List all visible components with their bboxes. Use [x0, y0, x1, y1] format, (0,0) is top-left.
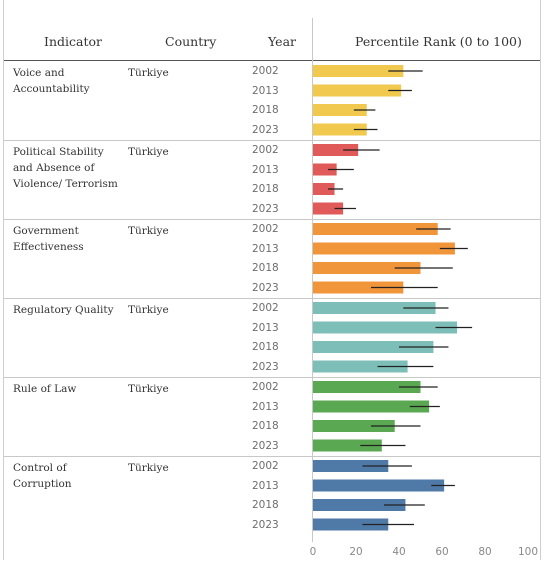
plot-axis-line	[312, 18, 313, 542]
bar-political-stability-and-absence-of-violence-terrorism-2013	[313, 163, 337, 176]
header-divider	[4, 60, 540, 61]
year-label: 2013	[252, 84, 279, 97]
bar-government-effectiveness-2002	[313, 223, 438, 235]
year-label: 2018	[252, 183, 279, 195]
year-label: 2013	[252, 163, 279, 176]
year-label: 2018	[252, 262, 279, 274]
year-label: 2013	[252, 321, 279, 334]
year-label: 2018	[252, 420, 279, 432]
bar-rule-of-law-2013	[313, 400, 430, 413]
year-label: 2002	[252, 302, 279, 314]
year-label: 2013	[252, 400, 279, 413]
bar-voice-and-accountability-2018	[313, 104, 367, 116]
bar-voice-and-accountability-2002	[313, 65, 404, 77]
x-tick-label: 100	[518, 546, 538, 558]
year-label: 2013	[252, 479, 279, 492]
indicator-label-control-of-corruption: Control of Corruption	[13, 462, 72, 490]
country-label: Türkiye	[128, 146, 169, 158]
year-label: 2018	[252, 499, 279, 511]
country-label: Türkiye	[128, 383, 169, 395]
x-tick-label: 60	[435, 546, 448, 558]
year-label: 2023	[252, 202, 279, 215]
indicator-label-voice-and-accountability: Voice and Accountability	[13, 67, 90, 95]
indicator-label-rule-of-law: Rule of Law	[13, 383, 77, 395]
indicator-label-political-stability-and-absence-of-violence-terrorism: Political Stability and Absence of Viole…	[13, 146, 118, 190]
bar-control-of-corruption-2023	[313, 518, 389, 531]
bar-regulatory-quality-2018	[313, 341, 434, 353]
year-label: 2018	[252, 104, 279, 116]
group-separator	[4, 377, 540, 378]
bar-government-effectiveness-2023	[313, 281, 404, 294]
year-label: 2002	[252, 65, 279, 77]
group-separator	[4, 456, 540, 457]
country-label: Türkiye	[128, 67, 169, 79]
country-label: Türkiye	[128, 462, 169, 474]
bar-government-effectiveness-2018	[313, 262, 421, 274]
country-label: Türkiye	[128, 304, 169, 316]
bar-control-of-corruption-2002	[313, 460, 389, 472]
year-label: 2013	[252, 242, 279, 255]
group-separator	[4, 219, 540, 220]
country-label: Türkiye	[128, 225, 169, 237]
year-label: 2023	[252, 439, 279, 452]
year-label: 2023	[252, 360, 279, 373]
group-separator	[4, 140, 540, 141]
table-border-left	[3, 0, 4, 560]
x-tick-label: 80	[478, 546, 491, 558]
year-label: 2002	[252, 223, 279, 235]
bar-voice-and-accountability-2013	[313, 84, 402, 97]
year-label: 2023	[252, 123, 279, 136]
header-indicator: Indicator	[44, 34, 102, 49]
bar-rule-of-law-2018	[313, 420, 395, 432]
table-border-right	[540, 0, 541, 560]
bar-voice-and-accountability-2023	[313, 123, 367, 136]
indicator-label-regulatory-quality: Regulatory Quality	[13, 304, 114, 316]
bar-political-stability-and-absence-of-violence-terrorism-2018	[313, 183, 335, 195]
bar-regulatory-quality-2013	[313, 321, 458, 334]
bar-rule-of-law-2023	[313, 439, 382, 452]
x-tick-label: 20	[349, 546, 362, 558]
x-tick-label: 0	[310, 546, 317, 558]
bar-control-of-corruption-2018	[313, 499, 406, 511]
indicator-label-government-effectiveness: Government Effectiveness	[13, 225, 84, 253]
header-percentile-rank: Percentile Rank (0 to 100)	[355, 34, 522, 49]
bar-rule-of-law-2002	[313, 381, 421, 393]
bar-political-stability-and-absence-of-violence-terrorism-2023	[313, 202, 344, 215]
year-label: 2018	[252, 341, 279, 353]
header-country: Country	[165, 34, 217, 49]
year-label: 2002	[252, 381, 279, 393]
bar-regulatory-quality-2023	[313, 360, 408, 373]
bar-political-stability-and-absence-of-violence-terrorism-2002	[313, 144, 359, 156]
bar-control-of-corruption-2013	[313, 479, 445, 492]
bar-regulatory-quality-2002	[313, 302, 436, 314]
group-separator	[4, 298, 540, 299]
year-label: 2002	[252, 144, 279, 156]
bar-government-effectiveness-2013	[313, 242, 455, 255]
x-tick-label: 40	[392, 546, 405, 558]
header-year: Year	[268, 34, 296, 49]
year-label: 2023	[252, 518, 279, 531]
year-label: 2023	[252, 281, 279, 294]
year-label: 2002	[252, 460, 279, 472]
